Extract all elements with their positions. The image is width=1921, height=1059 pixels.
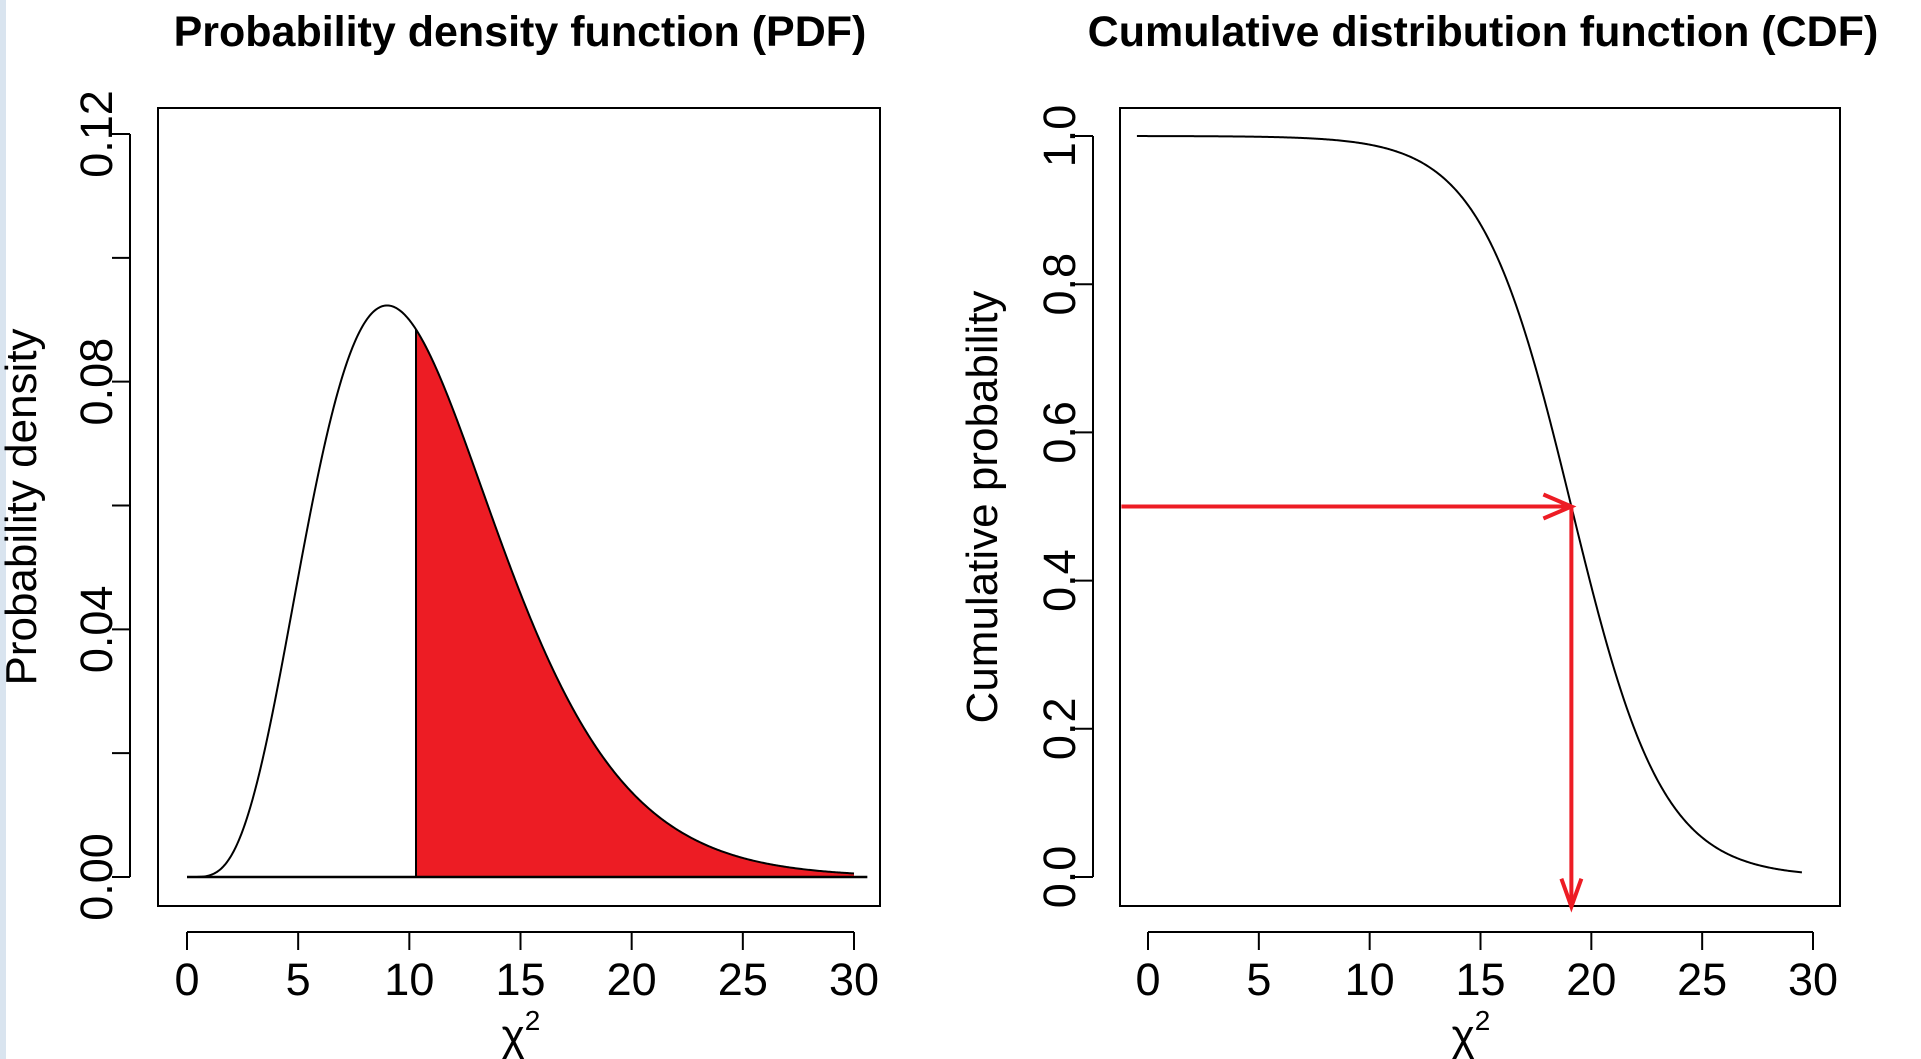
pdf-axes: 0 5 10 15 20 25 30 0.00 0.04 0.08 0.12 [71, 90, 879, 1005]
pdf-x-tick-label: 10 [384, 954, 434, 1005]
pdf-y-tick-label: 0.12 [71, 90, 122, 178]
cdf-title: Cumulative distribution function (CDF) [1088, 8, 1879, 56]
pdf-y-tick-label: 0.08 [71, 338, 122, 426]
pdf-y-tick-label: 0.04 [71, 586, 122, 674]
cdf-y-tick-label: 1.0 [1034, 105, 1085, 168]
cdf-y-tick-label: 0.0 [1034, 846, 1085, 909]
window-left-edge [0, 0, 6, 1059]
pdf-x-tick-label: 0 [174, 954, 199, 1005]
pdf-shaded-area [416, 329, 854, 877]
cdf-curve [1136, 135, 1803, 874]
pdf-x-tick-label: 5 [286, 954, 311, 1005]
pdf-x-tick-label: 30 [829, 954, 879, 1005]
cdf-y-tick-label: 0.8 [1034, 253, 1085, 316]
cdf-y-tick-label: 0.2 [1034, 698, 1085, 761]
cdf-y-tick-label: 0.4 [1034, 549, 1085, 612]
cdf-x-tick-label: 20 [1566, 954, 1616, 1005]
cdf-x-tick-label: 0 [1135, 954, 1160, 1005]
cdf-x-axis-label: χ2 [1452, 1005, 1491, 1059]
cdf-x-tick-label: 5 [1246, 954, 1271, 1005]
cdf-plot-frame [1119, 107, 1841, 907]
pdf-x-tick-label: 20 [607, 954, 657, 1005]
pdf-title: Probability density function (PDF) [174, 8, 867, 56]
cdf-x-tick-label: 15 [1455, 954, 1505, 1005]
cdf-x-tick-label: 30 [1788, 954, 1838, 1005]
pdf-plot-frame [157, 107, 881, 907]
cdf-x-tick-label: 10 [1345, 954, 1395, 1005]
cdf-x-tick-label: 25 [1677, 954, 1727, 1005]
cdf-panel: Cumulative distribution function (CDF) 0… [958, 8, 1878, 1059]
cdf-axes: 0 5 10 15 20 25 30 0.0 0.2 0.4 0.6 0.8 1.0 [1034, 105, 1838, 1005]
pdf-x-tick-label: 15 [495, 954, 545, 1005]
cdf-arrows [1121, 492, 1584, 913]
pdf-x-axis-label: χ2 [502, 1005, 541, 1059]
pdf-y-tick-label: 0.00 [71, 833, 122, 921]
cdf-vertical-arrowhead [1559, 877, 1584, 913]
pdf-x-tick-label: 25 [718, 954, 768, 1005]
cdf-y-tick-label: 0.6 [1034, 401, 1085, 464]
pdf-panel: Probability density function (PDF) 0 5 10 1… [0, 8, 881, 1059]
cdf-y-axis-label: Cumulative probability [958, 291, 1007, 724]
pdf-density-curve [187, 304, 855, 878]
pdf-y-axis-label: Probability density [0, 328, 46, 685]
